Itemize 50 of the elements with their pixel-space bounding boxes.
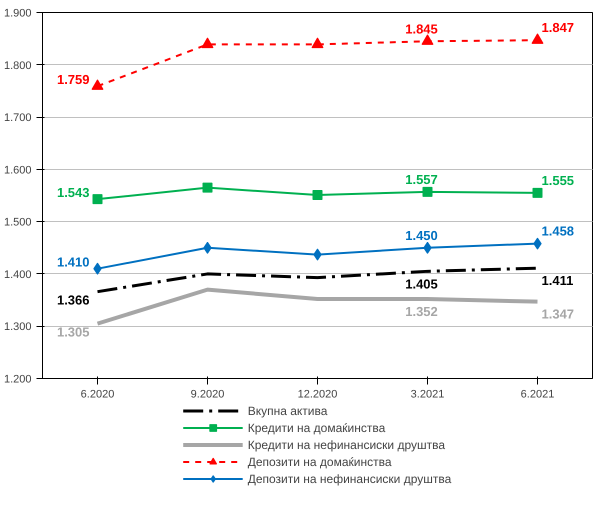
point — [203, 242, 212, 254]
point — [202, 38, 214, 48]
point — [532, 188, 542, 198]
y-tick-label: 1.600 — [4, 164, 32, 176]
point — [533, 238, 542, 250]
data-label: 1.543 — [56, 185, 90, 200]
data-label: 1.557 — [405, 172, 438, 187]
data-label: 1.305 — [56, 324, 90, 340]
data-label: 1.555 — [542, 172, 574, 188]
data-label: 1.845 — [405, 21, 438, 36]
x-tick-label: 3.2021 — [410, 388, 444, 400]
point — [202, 182, 212, 193]
x-tick-label: 6.2021 — [520, 388, 554, 400]
point — [422, 186, 432, 197]
data-label: 1.352 — [405, 304, 438, 320]
point — [312, 38, 324, 48]
point — [92, 79, 104, 90]
point — [312, 190, 322, 200]
line-series — [96, 266, 539, 294]
line-series — [96, 288, 540, 326]
legend-label: Вкупна актива — [248, 402, 328, 419]
data-label: 1.347 — [542, 306, 574, 322]
legend-label: Депозити на домаќинства — [248, 454, 392, 470]
data-label: 1.405 — [405, 276, 438, 292]
data-label: 1.458 — [542, 224, 574, 239]
data-label: 1.759 — [56, 72, 90, 88]
x-tick-label: 12.2020 — [298, 388, 338, 400]
point — [423, 242, 432, 254]
data-label: 1.847 — [542, 20, 574, 36]
y-tick-label: 1.300 — [4, 321, 32, 334]
legend-label: Кредити на домаќинства — [248, 420, 386, 436]
x-tick-label: 6.2020 — [80, 388, 114, 400]
point — [93, 262, 102, 275]
point — [92, 194, 102, 204]
legend-label: Депозити на нефинансиски друштва — [248, 470, 452, 487]
y-tick-label: 1.900 — [4, 8, 32, 20]
y-tick-label: 1.800 — [4, 60, 32, 72]
x-tick-label: 9.2020 — [190, 388, 224, 400]
y-tick-label: 1.500 — [4, 216, 32, 229]
y-tick-label: 1.700 — [4, 112, 32, 124]
point — [313, 248, 322, 261]
data-label: 1.411 — [542, 273, 574, 288]
point — [532, 33, 544, 44]
y-tick-label: 1.200 — [4, 374, 32, 386]
y-tick-label: 1.400 — [4, 268, 32, 281]
point — [422, 34, 434, 45]
data-label: 1.410 — [56, 254, 90, 270]
data-label: 1.366 — [56, 292, 90, 308]
data-label: 1.450 — [405, 228, 438, 243]
legend-label: Кредити на нефинансиски друштва — [248, 436, 446, 453]
